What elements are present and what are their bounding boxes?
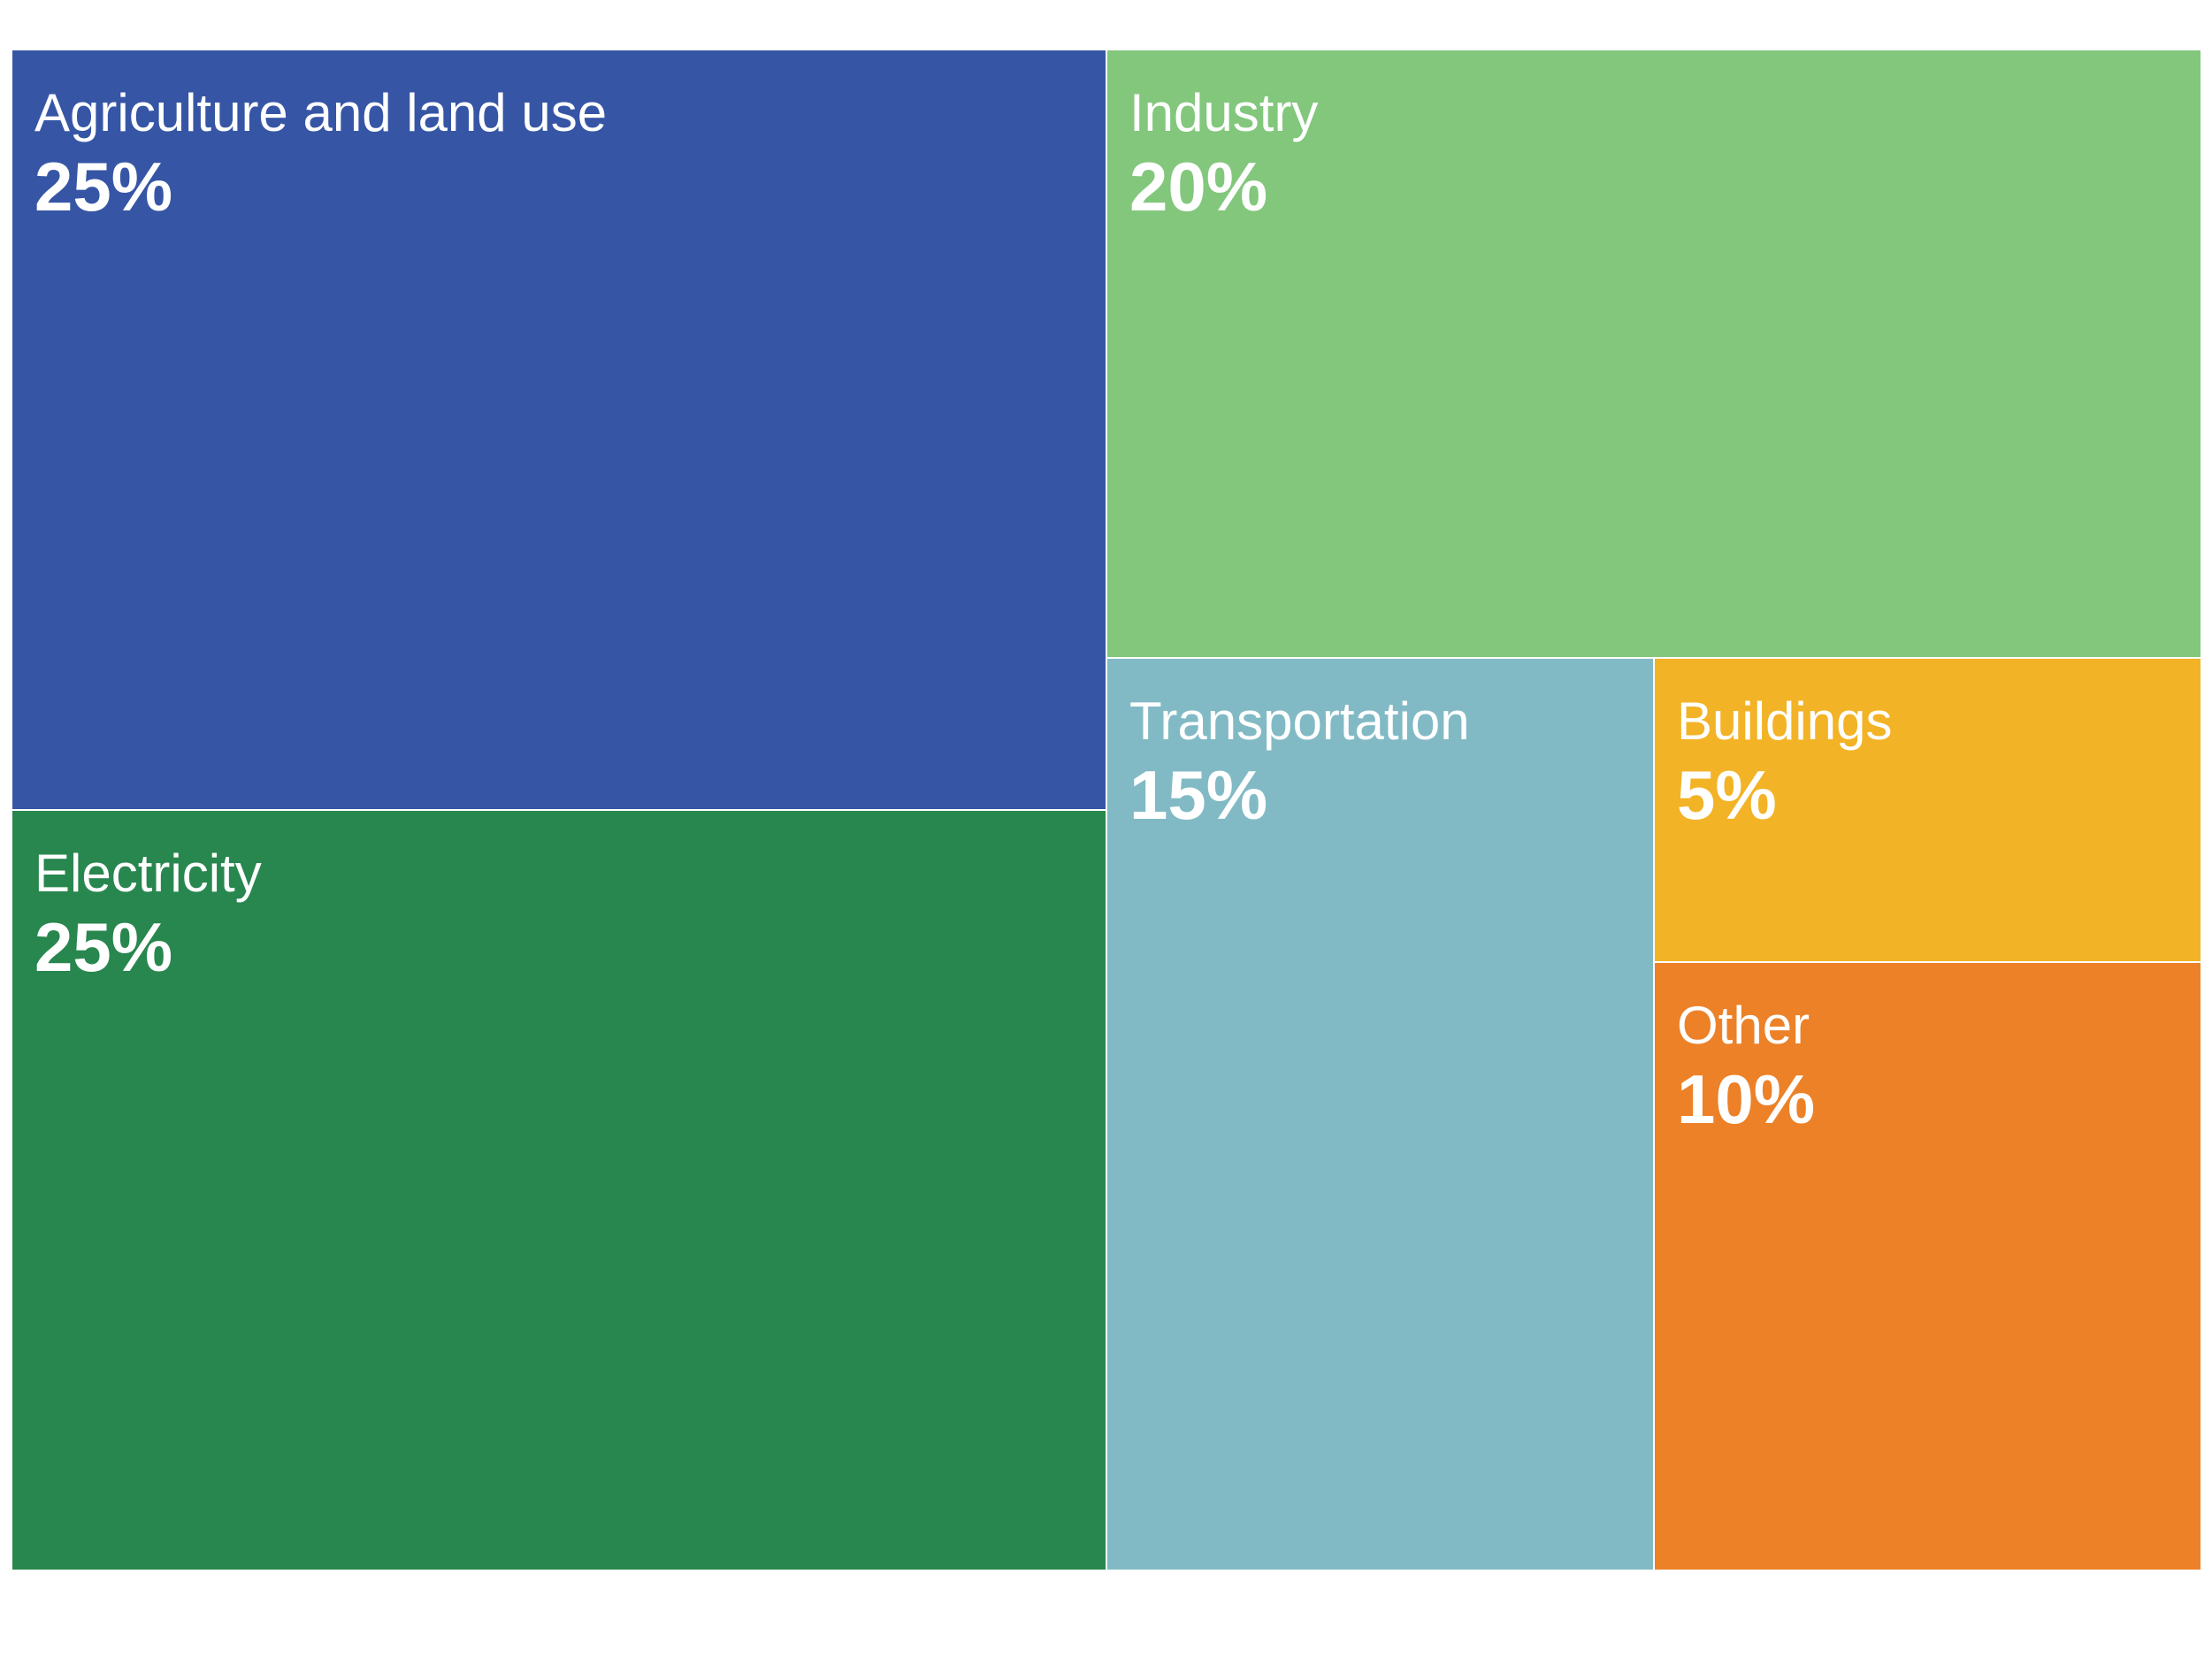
tile-industry: Industry 20% [1106, 50, 2201, 658]
tile-label: Transportation [1129, 691, 1470, 751]
tile-label: Industry [1129, 83, 1319, 142]
tile-value: 20% [1129, 148, 1268, 225]
tile-value: 25% [34, 148, 173, 225]
tile-value: 10% [1677, 1060, 1816, 1138]
tile-label: Agriculture and land use [34, 83, 608, 142]
tile-label: Other [1677, 996, 1810, 1055]
tile-value: 15% [1129, 756, 1268, 834]
tile-electricity: Electricity 25% [11, 810, 1106, 1570]
tile-value: 25% [34, 908, 173, 986]
treemap-chart: Agriculture and land use 25% Electricity 25… [11, 50, 2201, 1570]
tile-other: Other 10% [1654, 962, 2201, 1570]
tile-label: Electricity [34, 844, 262, 903]
tile-transportation: Transportation 15% [1106, 658, 1654, 1570]
tile-label: Buildings [1677, 691, 1893, 751]
tile-buildings: Buildings 5% [1654, 658, 2201, 962]
tile-agriculture-and-land-use: Agriculture and land use 25% [11, 50, 1106, 810]
tile-value: 5% [1677, 756, 1777, 834]
